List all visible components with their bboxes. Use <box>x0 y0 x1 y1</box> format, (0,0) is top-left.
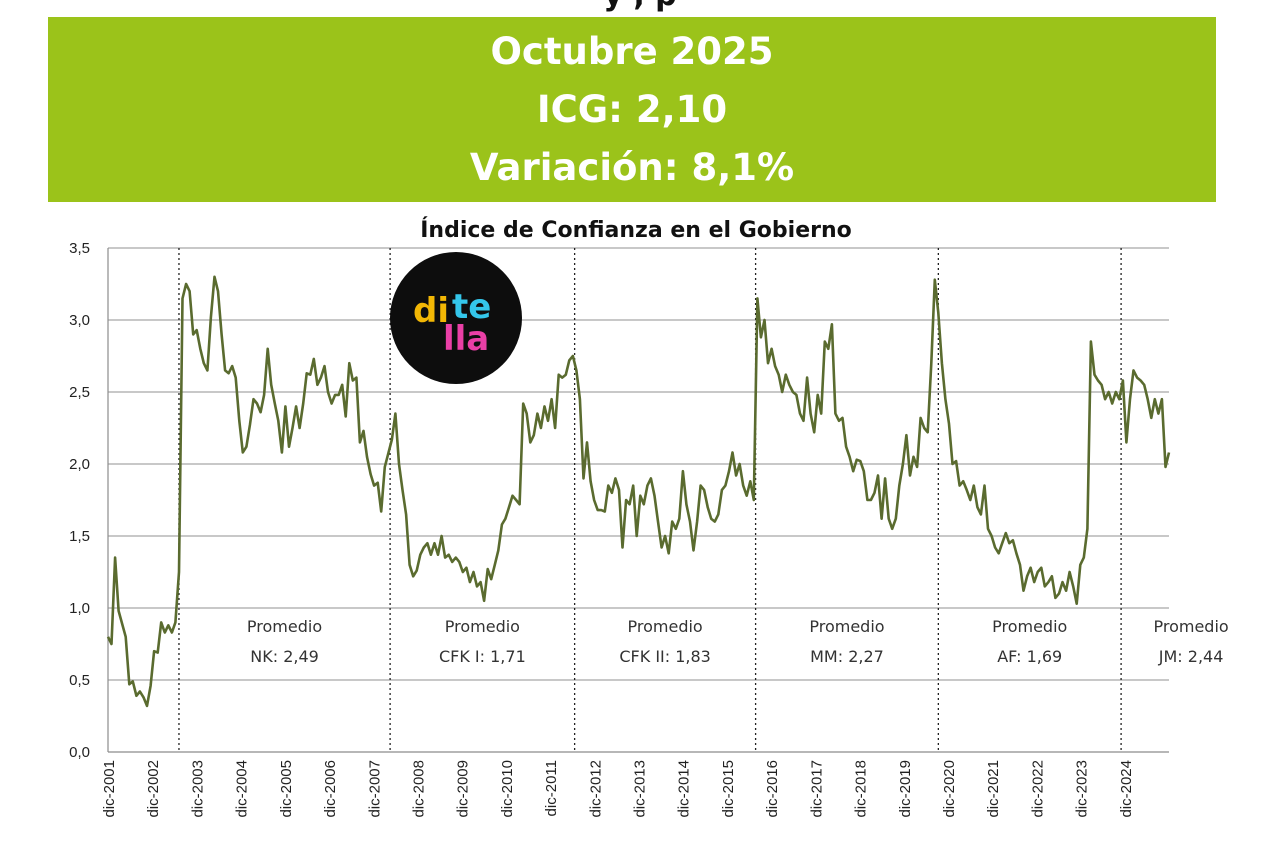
banner-month: Octubre 2025 <box>490 30 774 73</box>
y-tick-label: 0,5 <box>69 672 90 689</box>
period-average-heading: Promedio <box>247 617 322 636</box>
y-tick-label: 3,5 <box>69 240 90 257</box>
x-tick-label: dic-2016 <box>764 760 781 818</box>
x-tick-label: dic-2007 <box>366 760 383 818</box>
x-tick-label: dic-2002 <box>145 760 162 818</box>
x-tick-label: dic-2004 <box>234 760 251 818</box>
x-tick-label: dic-2018 <box>853 760 870 818</box>
ditella-logo-lla: lla <box>443 319 489 359</box>
x-tick-label: dic-2008 <box>410 760 427 818</box>
period-average-value: CFK I: 1,71 <box>439 647 526 666</box>
x-tick-label: dic-2024 <box>1118 760 1135 818</box>
period-average-heading: Promedio <box>809 617 884 636</box>
x-tick-label: dic-2006 <box>322 760 339 818</box>
y-tick-label: 1,0 <box>69 600 90 617</box>
period-average-heading: Promedio <box>445 617 520 636</box>
x-tick-label: dic-2010 <box>499 760 516 818</box>
period-average-value: NK: 2,49 <box>250 647 319 666</box>
banner-icg-value: ICG: 2,10 <box>536 88 728 131</box>
period-average-value: MM: 2,27 <box>810 647 884 666</box>
x-tick-label: dic-2011 <box>543 760 560 816</box>
y-tick-label: 3,0 <box>69 312 90 329</box>
x-tick-label: dic-2012 <box>587 760 604 818</box>
x-tick-label: dic-2001 <box>101 760 118 818</box>
summary-banner: Octubre 2025 ICG: 2,10 Variación: 8,1% <box>48 17 1216 202</box>
y-tick-label: 2,0 <box>69 456 90 473</box>
y-tick-label: 1,5 <box>69 528 90 545</box>
x-tick-label: dic-2015 <box>720 760 737 818</box>
ditella-logo: di te lla <box>390 252 522 384</box>
period-average-value: JM: 2,44 <box>1158 647 1224 666</box>
period-average-heading: Promedio <box>992 617 1067 636</box>
x-tick-label: dic-2013 <box>632 760 649 818</box>
x-tick-label: dic-2022 <box>1029 760 1046 818</box>
ditella-logo-di: di <box>413 291 449 331</box>
period-average-value: CFK II: 1,83 <box>619 647 711 666</box>
x-tick-label: dic-2014 <box>676 760 693 818</box>
y-tick-label: 2,5 <box>69 384 90 401</box>
ditella-logo-te: te <box>452 287 491 327</box>
icg-series-line <box>106 275 1171 708</box>
banner-variation: Variación: 8,1% <box>469 146 795 189</box>
period-average-heading: Promedio <box>628 617 703 636</box>
x-tick-label: dic-2009 <box>455 760 472 818</box>
period-average-value: AF: 1,69 <box>997 647 1062 666</box>
x-tick-label: dic-2017 <box>808 760 825 818</box>
x-tick-label: dic-2019 <box>897 760 914 818</box>
x-tick-label: dic-2020 <box>941 760 958 818</box>
period-average-heading: Promedio <box>1153 617 1228 636</box>
y-tick-label: 0,0 <box>69 744 90 761</box>
x-tick-label: dic-2005 <box>278 760 295 818</box>
ditella-logo-circle <box>390 252 522 384</box>
x-tick-label: dic-2021 <box>985 760 1002 818</box>
chart-title: Índice de Confianza en el Gobierno <box>420 217 852 243</box>
cut-off-heading: y , p <box>0 0 1280 13</box>
x-tick-label: dic-2023 <box>1074 760 1091 818</box>
x-tick-label: dic-2003 <box>189 760 206 818</box>
